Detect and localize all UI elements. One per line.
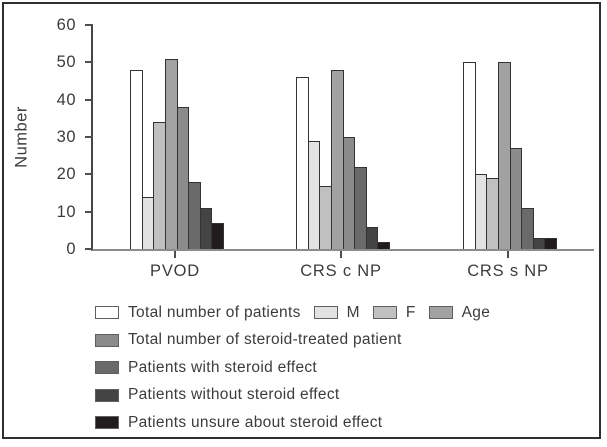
y-tick [85, 210, 93, 213]
legend-item: Total number of steroid-treated patient [95, 331, 402, 349]
legend-swatch [428, 306, 453, 320]
legend-row: Patients with steroid effect [95, 354, 585, 382]
bar [354, 167, 367, 249]
bar [377, 242, 390, 249]
legend-swatch [95, 333, 119, 347]
legend-label: Patients with steroid effect [128, 358, 318, 376]
legend: Total number of patients M F Age Total numbe… [95, 299, 585, 437]
legend-label: Total number of steroid-treated patient [128, 331, 402, 349]
bar [130, 70, 143, 249]
legend-item: Total number of patients [95, 304, 301, 322]
y-tick [85, 61, 93, 64]
legend-row: Patients without steroid effect [95, 382, 585, 410]
y-tick [85, 24, 93, 26]
plot-area [85, 24, 594, 251]
x-tick [174, 251, 176, 258]
legend-item: Age [428, 303, 491, 322]
legend-item: Patients with steroid effect [95, 359, 317, 377]
legend-item: Patients without steroid effect [95, 386, 340, 404]
y-tick-label: 0 [66, 240, 76, 258]
legend-swatch [95, 306, 119, 320]
legend-swatch [313, 306, 338, 320]
legend-label: Patients unsure about steroid effect [128, 413, 383, 431]
legend-label: Age [461, 303, 491, 321]
bar [544, 238, 557, 249]
legend-row: Patients unsure about steroid effect [95, 409, 585, 437]
bar-group-pvod [130, 24, 224, 249]
x-tick [340, 251, 342, 258]
legend-label: M [346, 303, 360, 321]
x-category-label: CRS c NP [300, 262, 382, 280]
bar [521, 208, 534, 249]
bar [463, 62, 476, 249]
bar [211, 223, 224, 249]
legend-swatch [95, 388, 119, 402]
y-tick-label: 50 [56, 53, 76, 72]
legend-swatch [95, 416, 119, 430]
legend-label: Patients without steroid effect [128, 386, 340, 404]
x-category-label: PVOD [150, 262, 200, 280]
y-tick-label: 10 [56, 202, 76, 221]
y-tick-label: 30 [56, 128, 76, 146]
legend-label: Total number of patients [128, 303, 301, 321]
legend-item: Patients unsure about steroid effect [95, 414, 382, 432]
legend-item: F [372, 303, 416, 322]
legend-row: Total number of steroid-treated patient [95, 327, 585, 355]
y-tick [85, 136, 93, 138]
y-tick [85, 248, 93, 250]
legend-swatch [372, 306, 397, 320]
legend-label: F [405, 303, 416, 321]
bar-group-crs-s-np [463, 24, 557, 249]
x-tick [507, 251, 509, 258]
bar [509, 148, 523, 249]
x-category-label: CRS s NP [467, 262, 549, 280]
y-tick-label: 40 [56, 90, 76, 109]
y-tick-label: 20 [56, 165, 76, 184]
y-tick-label: 60 [56, 16, 76, 34]
legend-item: M [313, 303, 360, 322]
y-tick [85, 98, 93, 101]
legend-row: Total number of patients M F Age [95, 299, 585, 327]
legend-swatch [95, 361, 119, 375]
bar [176, 107, 190, 249]
bar-group-crs-c-np [296, 24, 390, 249]
y-tick [85, 173, 93, 176]
bar [365, 227, 379, 249]
